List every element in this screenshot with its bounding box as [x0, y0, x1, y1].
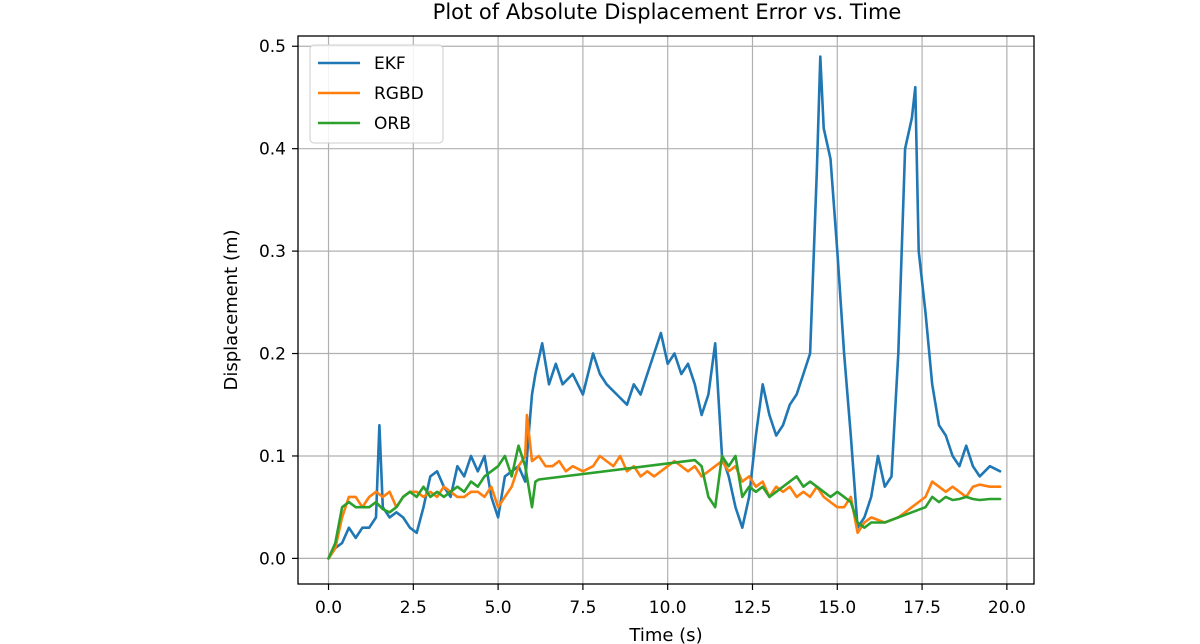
x-tick-label: 7.5	[569, 598, 596, 618]
legend-box	[309, 44, 444, 144]
y-tick-label: 0.1	[259, 447, 286, 467]
x-axis: 0.0 2.5 5.0 7.5 10.0 12.5 15.0 17.5 20.0	[315, 584, 1026, 618]
legend-label-orb: ORB	[374, 114, 411, 134]
legend: EKF RGBD ORB	[309, 44, 444, 144]
legend-label-rgbd: RGBD	[374, 84, 424, 104]
grid	[298, 36, 1034, 584]
x-tick-label: 2.5	[400, 598, 427, 618]
y-tick-label: 0.5	[259, 37, 286, 57]
chart-title: Plot of Absolute Displacement Error vs. …	[433, 0, 902, 24]
y-tick-label: 0.4	[259, 140, 286, 160]
x-tick-label: 12.5	[734, 598, 772, 618]
series-line-ekf	[327, 55, 1002, 560]
x-axis-label: Time (s)	[628, 625, 702, 644]
y-tick-label: 0.0	[259, 549, 286, 569]
x-tick-label: 17.5	[903, 598, 941, 618]
x-tick-label: 15.0	[818, 598, 856, 618]
legend-label-ekf: EKF	[374, 54, 406, 74]
x-tick-label: 0.0	[315, 598, 342, 618]
series-line-orb	[327, 444, 1002, 560]
y-axis-label: Displacement (m)	[221, 229, 242, 390]
y-tick-label: 0.3	[259, 242, 286, 262]
x-tick-label: 5.0	[485, 598, 512, 618]
y-tick-label: 0.2	[259, 345, 286, 365]
y-axis: 0.0 0.1 0.2 0.3 0.4 0.5	[259, 37, 298, 569]
x-tick-label: 20.0	[988, 598, 1026, 618]
series-line-rgbd	[327, 413, 1002, 560]
x-tick-label: 10.0	[649, 598, 687, 618]
plot-frame	[297, 35, 1035, 585]
series-layer	[327, 55, 1002, 560]
